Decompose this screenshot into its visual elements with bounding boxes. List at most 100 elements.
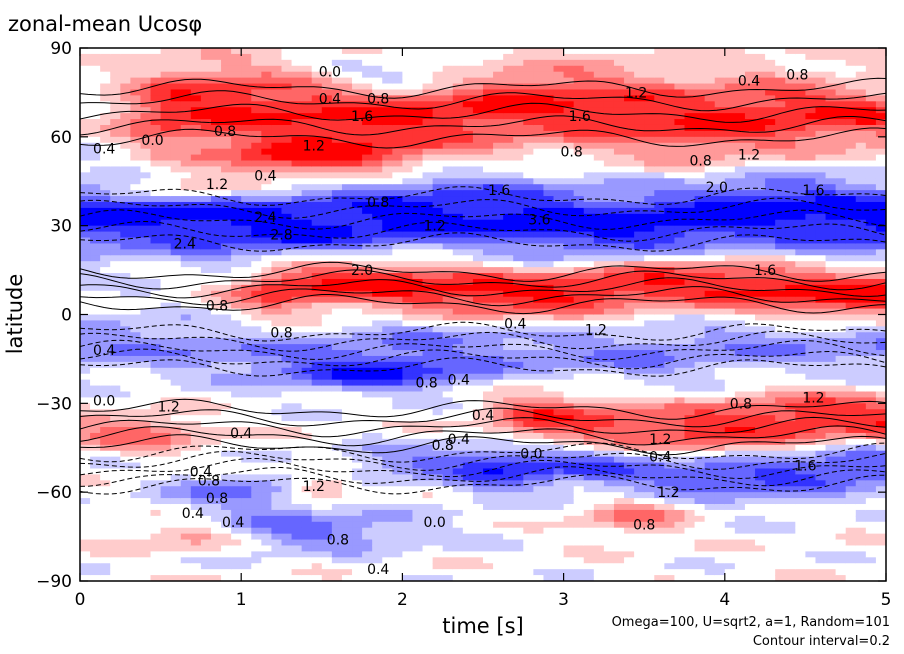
field-cell <box>221 59 232 67</box>
field-cell <box>503 355 514 363</box>
field-cell <box>301 361 313 369</box>
field-cell <box>422 249 434 256</box>
field-cell <box>100 456 111 464</box>
field-cell <box>422 48 434 55</box>
field-cell <box>160 290 172 298</box>
field-cell <box>573 563 585 570</box>
field-cell <box>513 59 524 67</box>
field-cell <box>221 184 232 191</box>
field-cell <box>523 178 534 185</box>
field-cell <box>140 119 152 126</box>
field-cell <box>382 207 393 215</box>
field-cell <box>432 397 444 404</box>
field-cell <box>311 65 323 73</box>
field-cell <box>90 113 101 120</box>
field-cell <box>533 101 545 108</box>
field-cell <box>251 563 262 570</box>
field-cell <box>483 350 494 357</box>
field-cell <box>341 219 353 227</box>
field-cell <box>170 296 182 304</box>
field-cell <box>251 308 262 316</box>
field-cell <box>372 314 383 322</box>
field-cell <box>523 101 534 108</box>
field-cell <box>593 332 605 339</box>
field-cell <box>160 267 172 274</box>
field-cell <box>231 154 242 162</box>
field-cell <box>402 255 414 262</box>
field-cell <box>362 113 373 120</box>
field-cell <box>412 557 424 564</box>
field-cell <box>160 462 172 470</box>
field-cell <box>110 284 121 292</box>
field-cell <box>624 113 635 120</box>
field-cell <box>362 569 373 576</box>
field-cell <box>583 89 595 96</box>
field-cell <box>311 119 323 126</box>
field-cell <box>231 468 242 475</box>
field-cell <box>321 83 333 91</box>
field-cell <box>321 296 333 304</box>
field-cell <box>523 95 534 102</box>
field-cell <box>160 379 172 387</box>
field-cell <box>624 539 635 547</box>
field-cell <box>613 65 625 73</box>
field-cell <box>180 154 192 162</box>
field-cell <box>100 255 111 262</box>
field-cell <box>563 261 575 268</box>
field-cell <box>261 89 273 96</box>
field-cell <box>100 267 111 274</box>
field-cell <box>180 267 192 274</box>
field-cell <box>624 379 635 387</box>
field-cell <box>523 509 534 517</box>
field-cell <box>90 124 101 132</box>
field-cell <box>200 515 212 523</box>
field-cell <box>80 444 91 452</box>
field-cell <box>422 190 434 197</box>
field-cell <box>402 77 414 85</box>
field-cell <box>190 509 202 517</box>
field-cell <box>493 219 504 227</box>
field-cell <box>241 130 252 138</box>
field-cell <box>533 154 545 162</box>
field-cell <box>573 332 585 339</box>
field-cell <box>341 344 353 351</box>
field-cell <box>150 403 162 410</box>
field-cell <box>291 521 303 529</box>
field-cell <box>210 320 222 327</box>
field-cell <box>452 367 464 375</box>
field-cell <box>553 278 565 286</box>
field-cell <box>513 95 524 102</box>
field-cell <box>593 314 605 322</box>
field-cell <box>140 338 152 345</box>
field-cell <box>160 213 172 221</box>
field-cell <box>311 509 323 517</box>
field-cell <box>231 284 242 292</box>
field-cell <box>412 539 424 547</box>
field-cell <box>483 521 494 529</box>
field-cell <box>362 136 373 144</box>
field-cell <box>624 95 635 102</box>
field-cell <box>613 89 625 96</box>
field-cell <box>331 284 343 292</box>
field-cell <box>241 237 252 245</box>
field-cell <box>553 243 565 250</box>
field-cell <box>402 65 414 73</box>
field-cell <box>452 124 464 132</box>
field-cell <box>412 124 424 132</box>
field-cell <box>281 521 293 529</box>
field-cell <box>442 450 454 458</box>
field-cell <box>130 53 142 61</box>
field-cell <box>281 273 293 280</box>
field-cell <box>180 196 192 203</box>
field-cell <box>422 231 434 239</box>
field-cell <box>331 379 343 387</box>
field-cell <box>321 213 333 221</box>
field-cell <box>221 415 232 422</box>
field-cell <box>442 237 454 245</box>
field-cell <box>452 498 464 505</box>
field-cell <box>442 148 454 156</box>
field-cell <box>190 468 202 475</box>
field-cell <box>624 350 635 357</box>
field-cell <box>190 113 202 120</box>
field-cell <box>241 219 252 227</box>
